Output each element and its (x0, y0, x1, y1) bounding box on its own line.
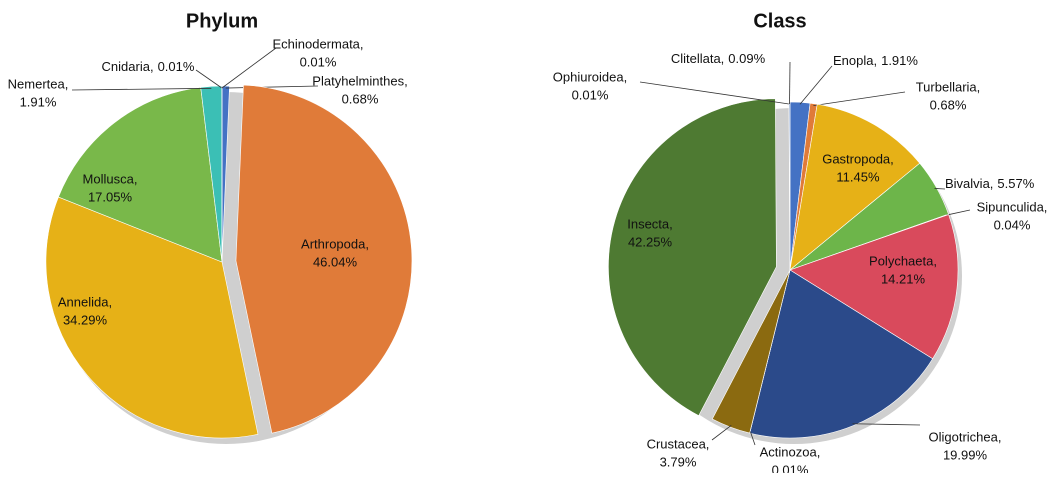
chart-title: Class (753, 10, 806, 32)
category-label: Actinozoa, (760, 444, 821, 459)
category-label: Crustacea, (647, 436, 710, 451)
leader-line (935, 188, 945, 189)
slice-label: Clitellata, 0.09% (671, 51, 766, 66)
category-label: Annelida, (58, 294, 112, 309)
category-label: Ophiuroidea, (553, 69, 627, 84)
chart-title: Phylum (186, 10, 258, 32)
leader-line (947, 210, 970, 215)
value-label: 0.01% (300, 54, 337, 69)
value-label: 1.91% (20, 94, 57, 109)
value-label: 11.45% (836, 169, 880, 184)
value-label: 0.01% (158, 59, 195, 74)
value-label: 46.04% (313, 254, 358, 269)
value-label: 0.01% (772, 462, 809, 473)
value-label: 17.05% (88, 189, 133, 204)
category-label: Insecta, (627, 216, 673, 231)
category-label: Sipunculida, (977, 199, 1048, 214)
category-label: Platyhelminthes, (312, 73, 407, 88)
value-label: 1.91% (881, 53, 918, 68)
leader-line (226, 86, 318, 88)
category-label: Mollusca, (83, 171, 138, 186)
value-label: 0.04% (994, 217, 1031, 232)
category-label: Nemertea, (8, 76, 69, 91)
value-label: 0.68% (930, 97, 967, 112)
slice-label: Cnidaria, 0.01% (102, 59, 195, 74)
category-label: Clitellata, (671, 51, 724, 66)
slice-label: Bivalvia, 5.57% (945, 176, 1035, 191)
value-label: 42.25% (628, 234, 673, 249)
category-label: Gastropoda, (822, 151, 894, 166)
category-label: Cnidaria, (102, 59, 154, 74)
value-label: 0.68% (342, 91, 379, 106)
leader-line (222, 48, 276, 88)
slice-label: Enopla, 1.91% (833, 53, 918, 68)
category-label: Enopla, (833, 53, 877, 68)
category-label: Polychaeta, (869, 253, 937, 268)
category-label: Turbellaria, (916, 79, 981, 94)
category-label: Bivalvia, (945, 176, 993, 191)
category-label: Arthropoda, (301, 236, 369, 251)
value-label: 34.29% (63, 312, 108, 327)
value-label: 14.21% (881, 271, 926, 286)
leader-line (196, 70, 222, 88)
value-label: 3.79% (660, 454, 697, 469)
value-label: 5.57% (997, 176, 1034, 191)
category-label: Echinodermata, (272, 36, 363, 51)
value-label: 0.09% (728, 51, 765, 66)
leader-line (813, 92, 905, 106)
value-label: 19.99% (943, 447, 988, 462)
leader-line (800, 66, 832, 104)
category-label: Oligotrichea, (929, 429, 1002, 444)
value-label: 0.01% (572, 87, 609, 102)
leader-line (640, 82, 789, 104)
